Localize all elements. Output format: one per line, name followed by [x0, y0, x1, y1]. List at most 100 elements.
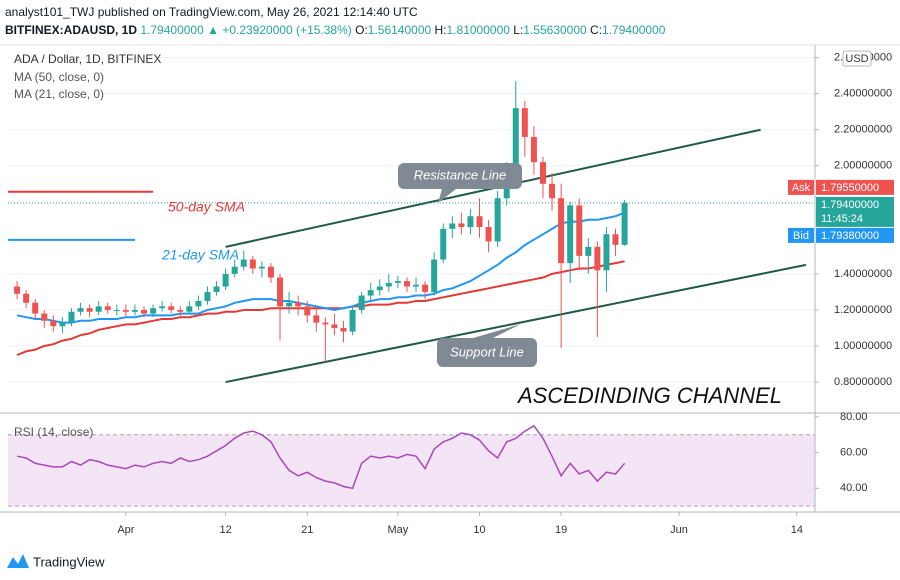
candle-body: [249, 259, 256, 269]
last-price: 1.79400000: [140, 23, 204, 37]
h-label: H:: [435, 23, 447, 37]
y-tick-label: 1.00000000: [834, 340, 892, 352]
candle-body: [50, 320, 57, 327]
candle-body: [104, 306, 111, 310]
rsi-y-tick-label: 60.00: [840, 447, 868, 459]
callout-box: [398, 163, 522, 203]
high: 1.81000000: [447, 23, 511, 37]
price-label: 1.79400000: [821, 199, 879, 211]
publish-info: analyst101_TWJ published on TradingView.…: [5, 5, 418, 19]
candle-body: [277, 277, 284, 307]
candle-body: [195, 300, 202, 307]
chart-title: ADA / Dollar, 1D, BITFINEX: [14, 52, 161, 66]
axis-labels: Apr 12 21 May 10 19 Jun 14 0.80000000 1.00000000 1…: [117, 52, 894, 536]
y-tick-label: 2.40000000: [834, 88, 892, 100]
y-tick-label: 2.00000000: [834, 160, 892, 172]
candle-body: [449, 223, 456, 229]
x-tick-label: May: [388, 524, 409, 536]
candle-body: [267, 266, 274, 278]
x-tick-label: 10: [473, 524, 485, 536]
candle-body: [77, 308, 84, 312]
y-tick-label: 1.20000000: [834, 304, 892, 316]
candle-body: [385, 282, 392, 287]
candle-body: [485, 227, 492, 242]
close: 1.79400000: [602, 23, 666, 37]
symbol-line: BITFINEX:ADAUSD, 1D 1.79400000 ▲ +0.2392…: [5, 23, 666, 37]
currency-box: [842, 50, 872, 67]
x-tick-label: Apr: [117, 524, 134, 536]
candle-body: [258, 266, 265, 269]
candle-body: [186, 306, 193, 312]
candle-body: [59, 322, 66, 327]
resistance-callout: Resistance Line: [398, 163, 522, 203]
price-tag-box: [788, 179, 814, 195]
candle-body: [213, 286, 220, 292]
candle-body: [576, 205, 583, 256]
candle-body: [295, 302, 302, 307]
candle-body: [521, 108, 528, 137]
candle-body: [68, 311, 75, 323]
candle-body: [204, 291, 211, 301]
candle-body: [32, 302, 39, 314]
candle-body: [240, 259, 247, 267]
channel-note: ASCEDINDING CHANNEL: [516, 383, 782, 408]
candle-body: [131, 309, 138, 312]
candle-body: [440, 228, 447, 260]
price-label: 1.79550000: [821, 182, 879, 194]
symbol: BITFINEX:ADAUSD, 1D: [5, 23, 137, 37]
x-tick-label: Jun: [670, 524, 688, 536]
footer-logo: TradingView: [7, 554, 105, 569]
candle-body: [358, 295, 365, 310]
logo-text: TradingView: [33, 554, 105, 569]
candle-body: [585, 246, 592, 256]
candle-body: [558, 198, 565, 264]
legend-entry: MA (21, close, 0): [14, 87, 104, 101]
x-tick-label: 12: [219, 524, 231, 536]
candle-body: [286, 302, 293, 307]
moving-average: [16, 211, 625, 324]
rsi-title: RSI (14, close): [14, 425, 93, 439]
callout-text: Resistance Line: [414, 167, 507, 182]
price-tag-box: [788, 227, 814, 243]
candle-body: [458, 223, 465, 228]
rsi-y-tick-label: 40.00: [840, 482, 868, 494]
rsi-y-tick-label: 80.00: [840, 411, 868, 423]
l-label: L:: [513, 23, 523, 37]
price-tag: Ask: [792, 182, 811, 194]
price-tag: Bid: [793, 230, 809, 242]
candle-body: [340, 327, 347, 332]
support-callout: Support Line: [437, 324, 537, 367]
candle-body: [494, 198, 501, 242]
currency: USD: [845, 53, 868, 65]
candle-body: [304, 306, 311, 316]
candle-body: [603, 234, 610, 271]
candle-body: [113, 309, 120, 311]
candle-body: [594, 246, 601, 271]
candle-body: [168, 306, 175, 310]
trend-line: [225, 263, 807, 384]
c-label: C:: [590, 23, 602, 37]
x-tick-label: 21: [301, 524, 313, 536]
price-label-box: [816, 179, 894, 195]
candle-body: [222, 273, 229, 287]
sma21-note: 21-day SMA: [161, 247, 239, 263]
candle-body: [313, 315, 320, 323]
candle-body: [231, 266, 238, 274]
candle-body: [322, 322, 329, 325]
candle-body: [530, 136, 537, 163]
candle-body: [413, 284, 420, 287]
price-label-box: [816, 196, 894, 227]
o-label: O:: [355, 23, 368, 37]
rsi-line: [16, 424, 626, 490]
candle-body: [86, 308, 93, 312]
candle-body: [331, 324, 338, 328]
x-tick-label: 19: [555, 524, 567, 536]
candle-body: [394, 281, 401, 283]
candle-body: [150, 308, 157, 314]
candle-body: [431, 259, 438, 292]
countdown: 11:45:24: [821, 213, 863, 225]
open: 1.56140000: [368, 23, 432, 37]
candle-body: [23, 293, 30, 303]
rsi-band: [8, 434, 815, 507]
